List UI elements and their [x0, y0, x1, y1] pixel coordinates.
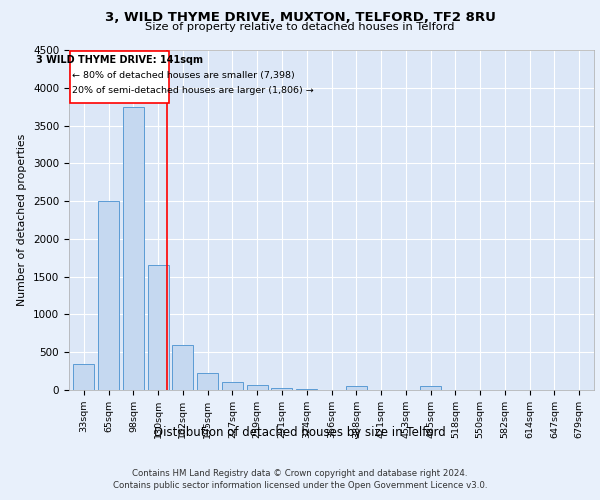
Bar [148, 266, 169, 390]
Text: Size of property relative to detached houses in Telford: Size of property relative to detached ho… [145, 22, 455, 32]
Bar [123, 106, 144, 390]
Text: 3, WILD THYME DRIVE, MUXTON, TELFORD, TF2 8RU: 3, WILD THYME DRIVE, MUXTON, TELFORD, TF… [104, 11, 496, 24]
Bar [98, 201, 119, 390]
Text: ← 80% of detached houses are smaller (7,398): ← 80% of detached houses are smaller (7,… [72, 71, 295, 80]
Bar [420, 386, 441, 390]
Text: Contains HM Land Registry data © Crown copyright and database right 2024.: Contains HM Land Registry data © Crown c… [132, 470, 468, 478]
Bar [296, 389, 317, 390]
Text: Contains public sector information licensed under the Open Government Licence v3: Contains public sector information licen… [113, 480, 487, 490]
FancyBboxPatch shape [70, 51, 169, 103]
Text: 20% of semi-detached houses are larger (1,806) →: 20% of semi-detached houses are larger (… [72, 86, 314, 96]
Bar [73, 364, 94, 390]
Bar [346, 386, 367, 390]
Bar [197, 372, 218, 390]
Y-axis label: Number of detached properties: Number of detached properties [17, 134, 28, 306]
Bar [222, 382, 243, 390]
Bar [271, 388, 292, 390]
Bar [172, 346, 193, 390]
Bar [247, 385, 268, 390]
Text: 3 WILD THYME DRIVE: 141sqm: 3 WILD THYME DRIVE: 141sqm [36, 55, 203, 65]
Text: Distribution of detached houses by size in Telford: Distribution of detached houses by size … [154, 426, 446, 439]
